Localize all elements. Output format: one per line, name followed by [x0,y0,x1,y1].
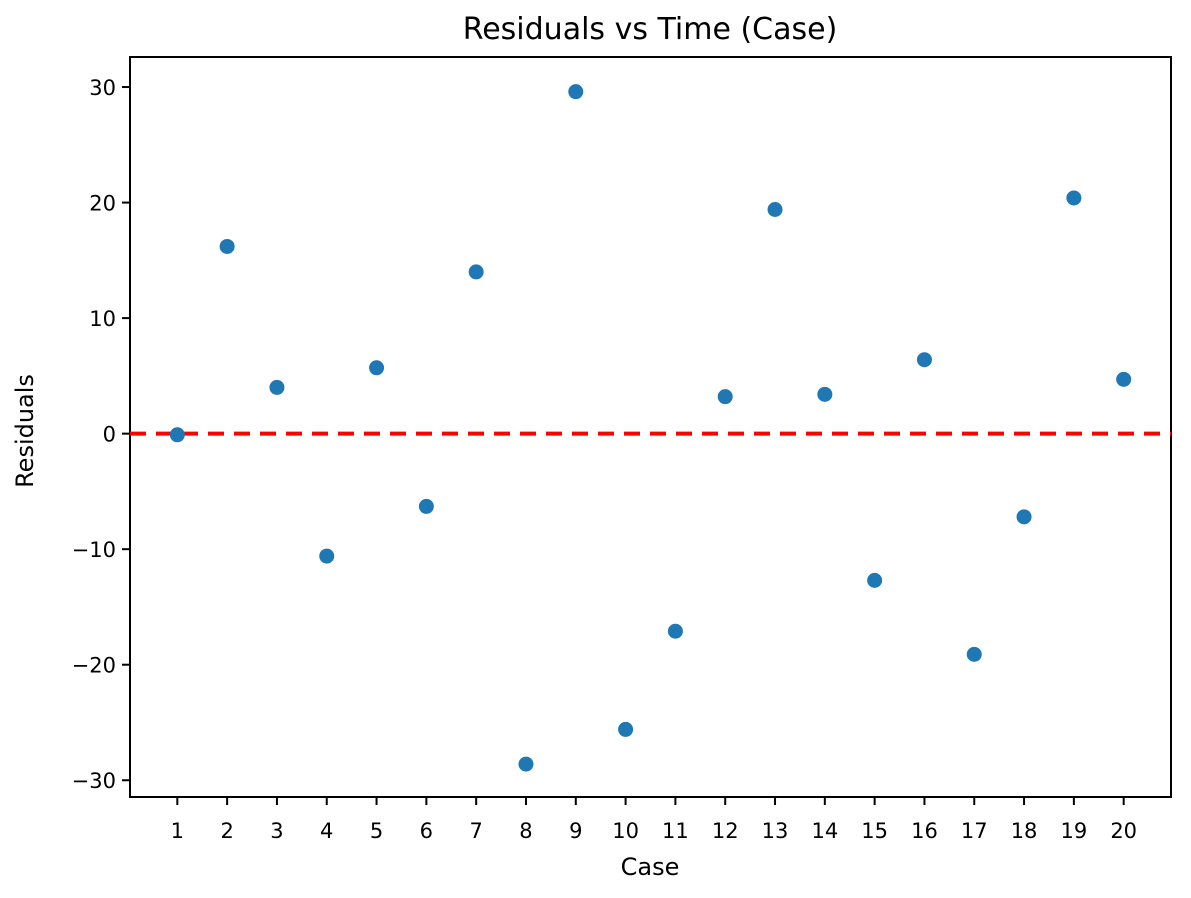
x-tick-label: 5 [370,819,383,843]
y-tick-label: −10 [72,538,116,562]
x-tick-label: 17 [961,819,988,843]
data-point [568,84,584,100]
y-tick-label: 20 [89,192,116,216]
x-tick-label: 19 [1061,819,1088,843]
ticks-group: 1 2 3 4 5 6 7 8 9 10 11 12 13 14 15 16 17 18 19 20−30−20−10… [72,76,1137,843]
y-tick-label: 10 [89,307,116,331]
y-axis-label: Residuals [11,374,39,488]
data-point [916,352,932,368]
data-point [468,264,484,280]
y-tick-label: 0 [103,423,116,447]
data-point [717,389,733,405]
x-tick-label: 7 [469,819,482,843]
x-tick-label: 16 [911,819,938,843]
data-point [269,379,285,395]
x-tick-label: 6 [420,819,433,843]
data-point [867,572,883,588]
data-point [966,646,982,662]
x-tick-label: 3 [270,819,283,843]
x-tick-label: 9 [569,819,582,843]
data-point [369,360,385,376]
x-tick-label: 12 [712,819,739,843]
x-tick-label: 10 [612,819,639,843]
data-point [1066,190,1082,206]
x-tick-label: 4 [320,819,333,843]
y-tick-label: −20 [72,654,116,678]
data-point [667,623,683,639]
x-tick-label: 13 [762,819,789,843]
x-axis-label: Case [621,853,680,881]
x-tick-label: 11 [662,819,689,843]
x-tick-label: 8 [519,819,532,843]
data-point [1116,371,1132,387]
chart-title: Residuals vs Time (Case) [463,12,838,47]
y-tick-label: 30 [89,76,116,100]
x-tick-label: 14 [811,819,838,843]
x-tick-label: 18 [1011,819,1038,843]
x-tick-label: 15 [861,819,888,843]
x-tick-label: 1 [171,819,184,843]
data-point [169,427,185,443]
points-group [169,84,1132,772]
data-point [817,386,833,402]
x-tick-label: 2 [220,819,233,843]
data-point [1016,509,1032,525]
data-point [219,238,235,254]
data-point [767,202,783,218]
plot-border [129,56,1172,798]
data-point [518,756,534,772]
data-point [618,721,634,737]
data-point [319,548,335,564]
x-tick-label: 20 [1110,819,1137,843]
data-point [418,498,434,514]
y-tick-label: −30 [72,769,116,793]
